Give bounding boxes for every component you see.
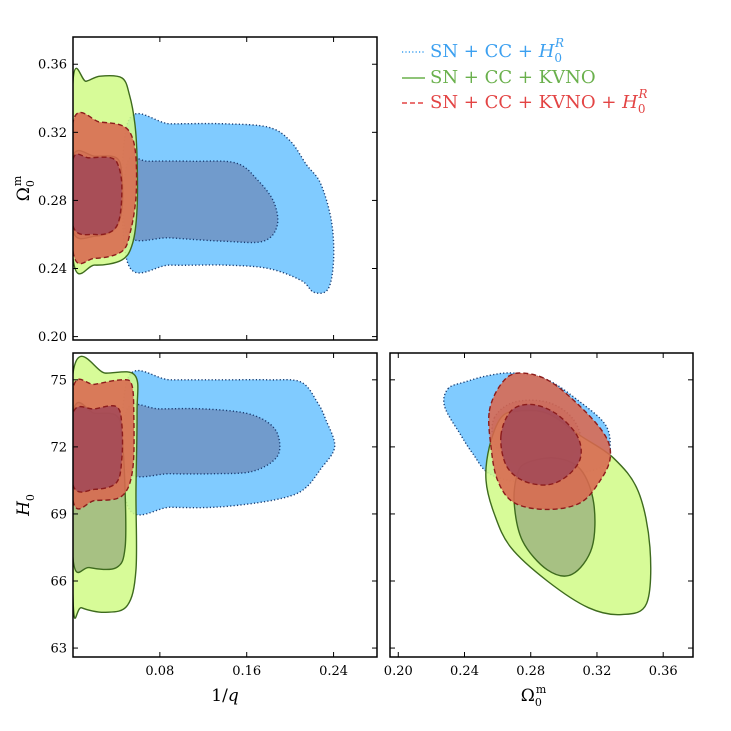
contour-q_h0-s2-inner bbox=[73, 405, 124, 493]
x-tick-label: 0.08 bbox=[145, 664, 174, 679]
y-tick-label: 72 bbox=[50, 440, 67, 455]
x-tick-label: 0.20 bbox=[384, 664, 413, 679]
y-tick-label: 75 bbox=[50, 373, 67, 388]
panel-invq-h0: 0.08 0.16 0.24 63 66 69 72 75 1/q H0 bbox=[14, 352, 378, 706]
y-tick-label: 0.28 bbox=[38, 194, 67, 209]
y-tick-label: 63 bbox=[50, 642, 67, 657]
contour-q_h0-s0-inner bbox=[121, 403, 281, 478]
axes-frame-om_h0 bbox=[389, 352, 694, 658]
panel-omega-h0: 0.20 0.24 0.28 0.32 0.36 Ω0m bbox=[384, 352, 694, 709]
axes-frame-q_om bbox=[72, 36, 378, 341]
x-tick-label: 0.28 bbox=[516, 664, 545, 679]
legend-label-1: SN + CC + KVNO bbox=[430, 67, 596, 88]
panel-invq-omega: 0.20 0.24 0.28 0.32 0.36 Ω0m bbox=[11, 36, 378, 345]
legend-label-2: SN + CC + KVNO + H0R bbox=[430, 87, 648, 116]
y-tick-label: 69 bbox=[50, 507, 67, 522]
x-axis-label-q_h0: 1/q bbox=[211, 686, 239, 706]
y-tick-label: 66 bbox=[50, 575, 67, 590]
x-tick-label: 0.36 bbox=[649, 664, 678, 679]
x-tick-label: 0.32 bbox=[582, 664, 611, 679]
y-tick-label: 0.36 bbox=[38, 58, 67, 73]
legend-label-0: SN + CC + H0R bbox=[430, 36, 564, 65]
axes-frame-q_h0 bbox=[72, 352, 378, 658]
contour-q_om-s2-inner bbox=[73, 153, 123, 236]
y-tick-label: 0.24 bbox=[38, 262, 67, 277]
y-tick-label: 0.32 bbox=[38, 126, 67, 141]
x-tick-label: 0.24 bbox=[319, 664, 348, 679]
x-tick-label: 0.16 bbox=[232, 664, 261, 679]
y-tick-label: 0.20 bbox=[38, 330, 67, 345]
y-axis-label-q_h0: H0 bbox=[14, 494, 37, 517]
x-axis-label-om_h0: Ω0m bbox=[521, 683, 547, 709]
x-tick-label: 0.24 bbox=[450, 664, 479, 679]
contour-om_h0-s2-inner bbox=[500, 403, 582, 486]
contour-q_om-s0-inner bbox=[122, 156, 279, 244]
y-axis-label-q_om: Ω0m bbox=[11, 175, 37, 201]
